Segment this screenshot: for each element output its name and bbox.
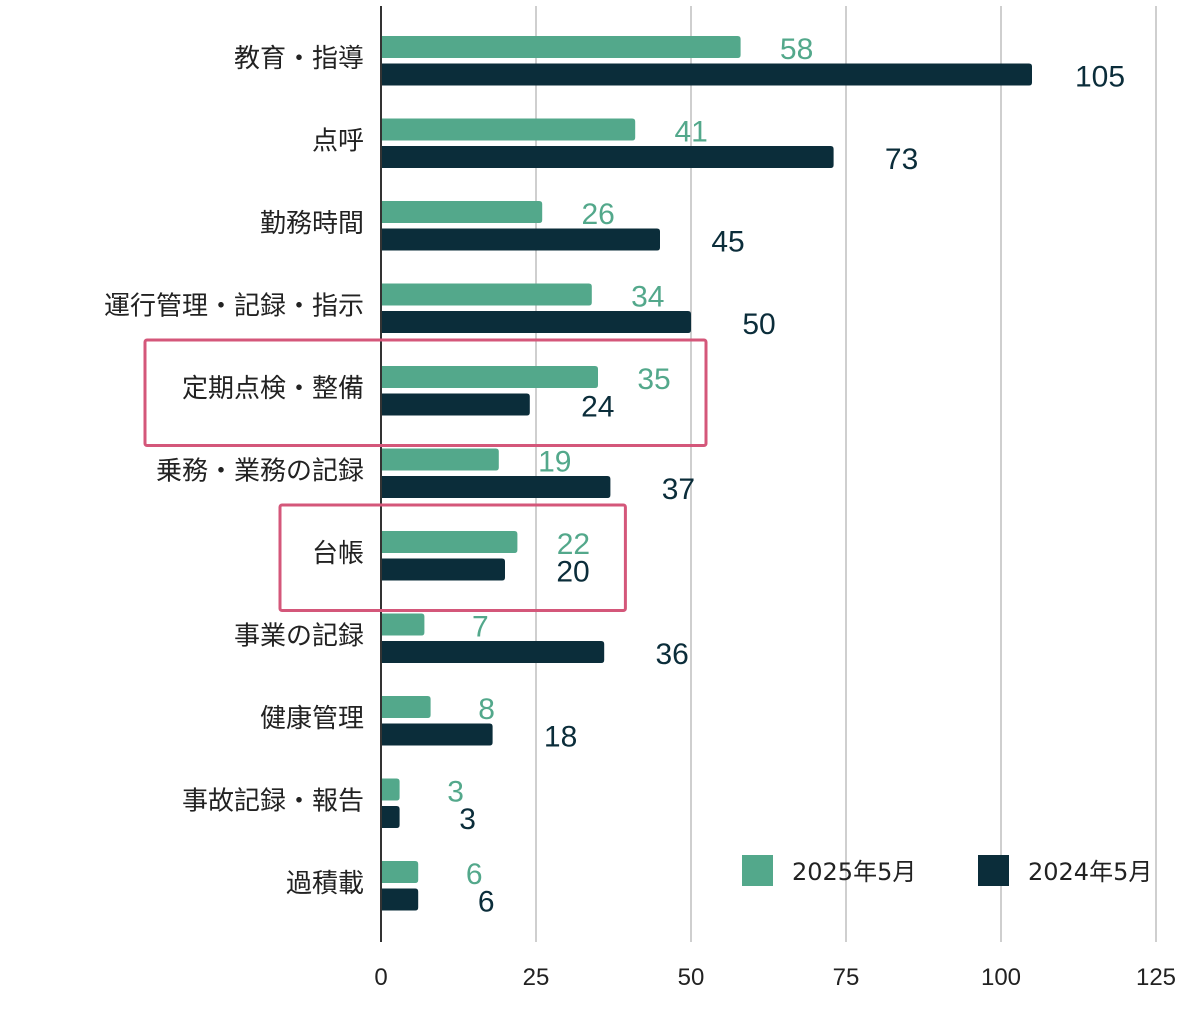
bar-series-2025 bbox=[381, 448, 499, 471]
bar-series-2025 bbox=[380, 36, 741, 58]
legend-swatch bbox=[742, 855, 773, 886]
category-label: 事業の記録 bbox=[234, 622, 364, 652]
data-label: 3 bbox=[447, 776, 464, 809]
bar-series-2025 bbox=[381, 531, 518, 553]
x-tick-label: 0 bbox=[374, 964, 387, 991]
data-label: 22 bbox=[557, 528, 590, 561]
x-tick-label: 100 bbox=[981, 964, 1021, 991]
x-tick-label: 125 bbox=[1136, 964, 1176, 991]
bar-series-2025 bbox=[381, 201, 543, 223]
data-label: 20 bbox=[556, 556, 589, 589]
bar-series-2024 bbox=[381, 558, 505, 581]
bar-series-2024 bbox=[381, 228, 660, 251]
category-label: 台帳 bbox=[312, 539, 364, 569]
bar-series-2025 bbox=[381, 696, 431, 718]
x-tick-label: 25 bbox=[523, 964, 550, 991]
data-label: 34 bbox=[631, 281, 664, 314]
category-label: 乗務・業務の記録 bbox=[156, 457, 364, 487]
data-label: 24 bbox=[581, 391, 614, 424]
highlight-box bbox=[143, 338, 708, 447]
bar-series-2025 bbox=[381, 778, 400, 801]
category-label: 健康管理 bbox=[260, 704, 364, 734]
bar-series-2024 bbox=[381, 476, 611, 498]
data-label: 7 bbox=[472, 611, 489, 644]
category-label: 点呼 bbox=[312, 127, 364, 157]
legend-label: 2024年5月 bbox=[1028, 858, 1152, 886]
category-label: 定期点検・整備 bbox=[182, 374, 364, 404]
category-label: 運行管理・記録・指示 bbox=[104, 292, 364, 322]
category-labels: 教育・指導点呼勤務時間運行管理・記録・指示定期点検・整備乗務・業務の記録台帳事業… bbox=[104, 44, 364, 899]
x-tick-label: 75 bbox=[833, 964, 860, 991]
data-label: 6 bbox=[478, 886, 495, 919]
bar-series-2025 bbox=[381, 283, 592, 306]
data-label: 45 bbox=[711, 226, 744, 259]
x-tick-label: 50 bbox=[678, 964, 705, 991]
bar-series-2024 bbox=[381, 641, 605, 663]
category-label: 過積載 bbox=[286, 869, 364, 899]
highlight-box bbox=[278, 503, 627, 612]
bar-series-2024 bbox=[381, 311, 691, 333]
data-label: 18 bbox=[544, 721, 577, 754]
legend: 2025年5月 2024年5月 bbox=[742, 855, 1152, 886]
category-label: 事故記録・報告 bbox=[182, 787, 364, 817]
data-label: 8 bbox=[478, 693, 495, 726]
bar-series-2024 bbox=[380, 146, 834, 168]
x-tick-labels: 0 25 50 75 100 125 bbox=[374, 964, 1176, 991]
data-label: 73 bbox=[885, 143, 918, 176]
data-label: 37 bbox=[662, 473, 695, 506]
bar-series-2024 bbox=[381, 393, 530, 416]
bar-series-2025 bbox=[381, 861, 419, 883]
data-label: 36 bbox=[656, 638, 689, 671]
bar-series-2025 bbox=[381, 118, 636, 141]
legend-label: 2025年5月 bbox=[792, 858, 916, 886]
data-label: 50 bbox=[742, 308, 775, 341]
data-label: 6 bbox=[466, 858, 483, 891]
bar-series-2025 bbox=[381, 366, 598, 388]
data-label: 35 bbox=[637, 363, 670, 396]
data-label: 19 bbox=[538, 446, 571, 479]
data-label: 41 bbox=[675, 116, 708, 149]
category-label: 勤務時間 bbox=[260, 209, 364, 239]
data-label: 105 bbox=[1075, 61, 1125, 94]
legend-swatch bbox=[978, 855, 1009, 886]
data-label: 26 bbox=[582, 198, 615, 231]
bar-series-2025 bbox=[381, 613, 425, 636]
bar-series-2024 bbox=[381, 723, 493, 746]
bar-series-2024 bbox=[381, 63, 1032, 86]
data-label: 58 bbox=[780, 33, 813, 66]
bars bbox=[380, 36, 1032, 911]
category-label: 教育・指導 bbox=[234, 44, 364, 74]
highlight-boxes bbox=[143, 338, 708, 612]
bar-series-2024 bbox=[381, 806, 400, 828]
bar-series-2024 bbox=[381, 888, 419, 911]
data-label: 3 bbox=[459, 803, 476, 836]
